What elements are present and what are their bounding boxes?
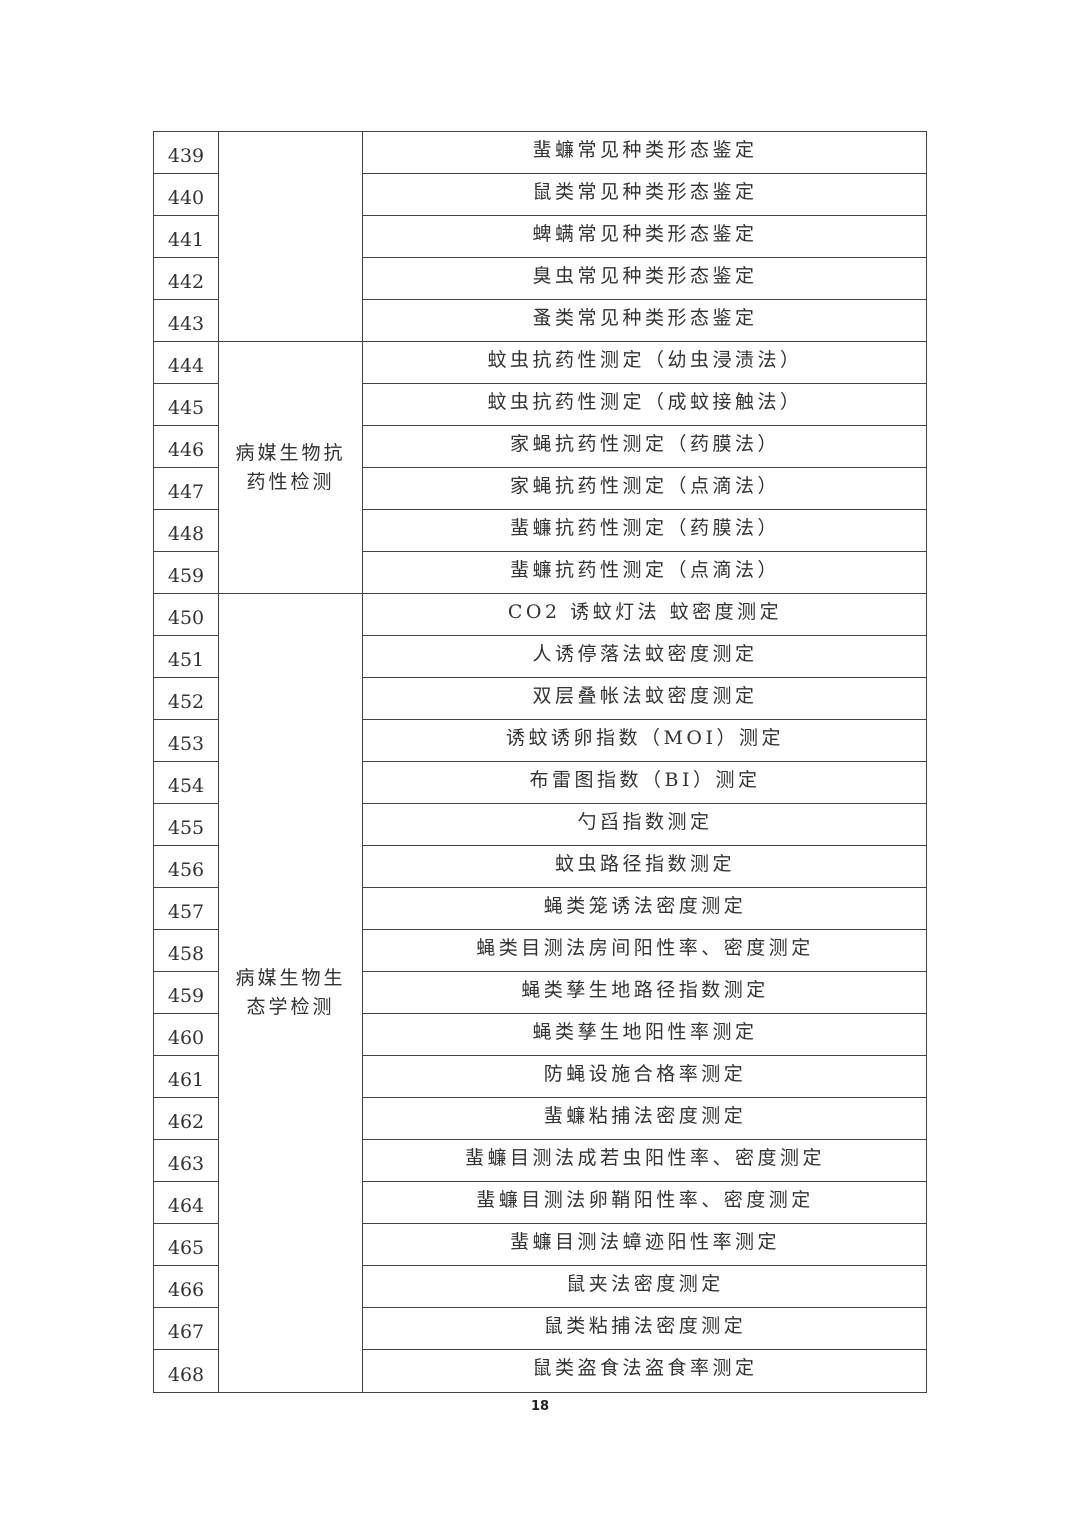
row-number: 450 (154, 594, 219, 636)
row-number: 446 (154, 426, 219, 468)
row-item: 蝇类孳生地路径指数测定 (363, 972, 927, 1014)
row-item: 蚤类常见种类形态鉴定 (363, 300, 927, 342)
row-number: 447 (154, 468, 219, 510)
row-item: 鼠类粘捕法密度测定 (363, 1308, 927, 1350)
row-number: 461 (154, 1056, 219, 1098)
row-item: 蜚蠊常见种类形态鉴定 (363, 132, 927, 174)
row-number: 443 (154, 300, 219, 342)
row-number: 468 (154, 1350, 219, 1392)
row-number: 467 (154, 1308, 219, 1350)
category-cell: 病媒生物生态学检测 (219, 594, 363, 1392)
row-item: 布雷图指数（BI）测定 (363, 762, 927, 804)
row-number: 460 (154, 1014, 219, 1056)
row-number: 445 (154, 384, 219, 426)
row-item: 蚊虫路径指数测定 (363, 846, 927, 888)
row-item: 蜚蠊粘捕法密度测定 (363, 1098, 927, 1140)
category-cell (219, 132, 363, 342)
row-item: 鼠类常见种类形态鉴定 (363, 174, 927, 216)
row-item: 防蝇设施合格率测定 (363, 1056, 927, 1098)
row-number: 455 (154, 804, 219, 846)
page-number: 18 (530, 1399, 550, 1414)
row-item: 蜚蠊抗药性测定（点滴法） (363, 552, 927, 594)
category-cell: 病媒生物抗药性检测 (219, 342, 363, 594)
row-number: 442 (154, 258, 219, 300)
row-item: 蜚蠊抗药性测定（药膜法） (363, 510, 927, 552)
row-number: 451 (154, 636, 219, 678)
category-label: 病媒生物抗药性检测 (235, 441, 346, 493)
row-number: 440 (154, 174, 219, 216)
row-item: 勺舀指数测定 (363, 804, 927, 846)
row-number: 459 (154, 552, 219, 594)
row-item: 双层叠帐法蚊密度测定 (363, 678, 927, 720)
row-number: 464 (154, 1182, 219, 1224)
row-item: 诱蚊诱卵指数（MOI）测定 (363, 720, 927, 762)
row-number: 457 (154, 888, 219, 930)
row-item: 蜚蠊目测法成若虫阳性率、密度测定 (363, 1140, 927, 1182)
row-number: 459 (154, 972, 219, 1014)
row-number: 448 (154, 510, 219, 552)
row-item: 人诱停落法蚊密度测定 (363, 636, 927, 678)
row-number: 452 (154, 678, 219, 720)
row-item: 家蝇抗药性测定（点滴法） (363, 468, 927, 510)
row-item: 鼠夹法密度测定 (363, 1266, 927, 1308)
row-number: 453 (154, 720, 219, 762)
row-number: 439 (154, 132, 219, 174)
row-number: 444 (154, 342, 219, 384)
row-item: 蜚蠊目测法蟑迹阳性率测定 (363, 1224, 927, 1266)
row-item: 蝇类笼诱法密度测定 (363, 888, 927, 930)
row-item: 臭虫常见种类形态鉴定 (363, 258, 927, 300)
row-item: 蝇类目测法房间阳性率、密度测定 (363, 930, 927, 972)
row-number: 465 (154, 1224, 219, 1266)
row-number: 441 (154, 216, 219, 258)
row-item: 蜚蠊目测法卵鞘阳性率、密度测定 (363, 1182, 927, 1224)
row-number: 458 (154, 930, 219, 972)
row-number: 462 (154, 1098, 219, 1140)
row-number: 463 (154, 1140, 219, 1182)
row-number: 466 (154, 1266, 219, 1308)
category-label: 病媒生物生态学检测 (235, 967, 346, 1018)
row-number: 454 (154, 762, 219, 804)
row-item: 蜱螨常见种类形态鉴定 (363, 216, 927, 258)
row-item: 蚊虫抗药性测定（成蚊接触法） (363, 384, 927, 426)
row-item: CO2 诱蚊灯法 蚊密度测定 (363, 594, 927, 636)
row-number: 456 (154, 846, 219, 888)
row-item: 蚊虫抗药性测定（幼虫浸渍法） (363, 342, 927, 384)
row-item: 鼠类盗食法盗食率测定 (532, 1357, 758, 1379)
row-item: 家蝇抗药性测定（药膜法） (363, 426, 927, 468)
detection-items-table: 439 蜚蠊常见种类形态鉴定 440 鼠类常见种类形态鉴定 441 蜱螨常见种类形态鉴定 4… (153, 131, 927, 1393)
row-item: 蝇类孳生地阳性率测定 (363, 1014, 927, 1056)
